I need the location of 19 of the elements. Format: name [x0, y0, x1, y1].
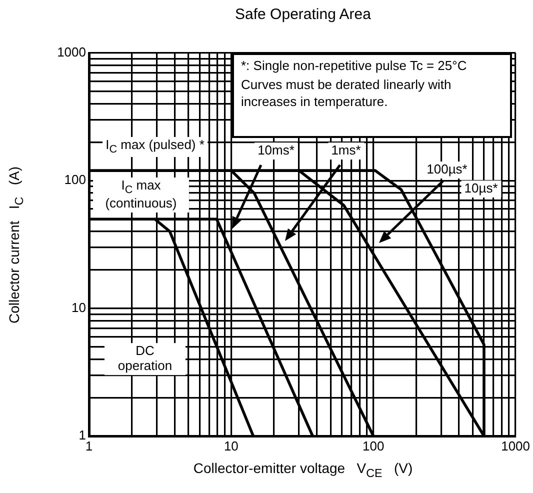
x-axis-title: Collector-emitter voltage V$_{CE}$ (V) — [193, 460, 413, 480]
y-tick-label: 10 — [72, 300, 86, 315]
x-tick-label: 10 — [224, 438, 238, 454]
x-tick-label: 100 — [362, 438, 384, 454]
annotation: I$_{C}$ max (pulsed) * — [102, 136, 208, 158]
annotation: 100µs* — [424, 162, 470, 178]
annotation: I$_{C}$ max (continuous) — [93, 178, 189, 212]
annotation: DC operation — [104, 343, 186, 375]
annotation: Curves must be derated linearly with increases in temperature. — [241, 77, 452, 110]
note-box: *: Single non-repetitive pulse Tc = 25°C Curves must be derated linearly with increases in temperature. — [232, 53, 512, 138]
y-tick-label: 100 — [64, 172, 86, 188]
y-tick-label: 1 — [78, 428, 86, 443]
annotation: 10ms* — [254, 142, 298, 160]
chart-title: Safe Operating Area — [235, 6, 371, 23]
annotation: *: Single non-repetitive pulse Tc = 25°C — [241, 58, 468, 74]
annotation: 1ms* — [328, 142, 364, 160]
annotation: 10µs* — [461, 180, 501, 198]
y-tick-label: 1000 — [57, 44, 86, 60]
x-tick-label: 1000 — [501, 438, 530, 454]
